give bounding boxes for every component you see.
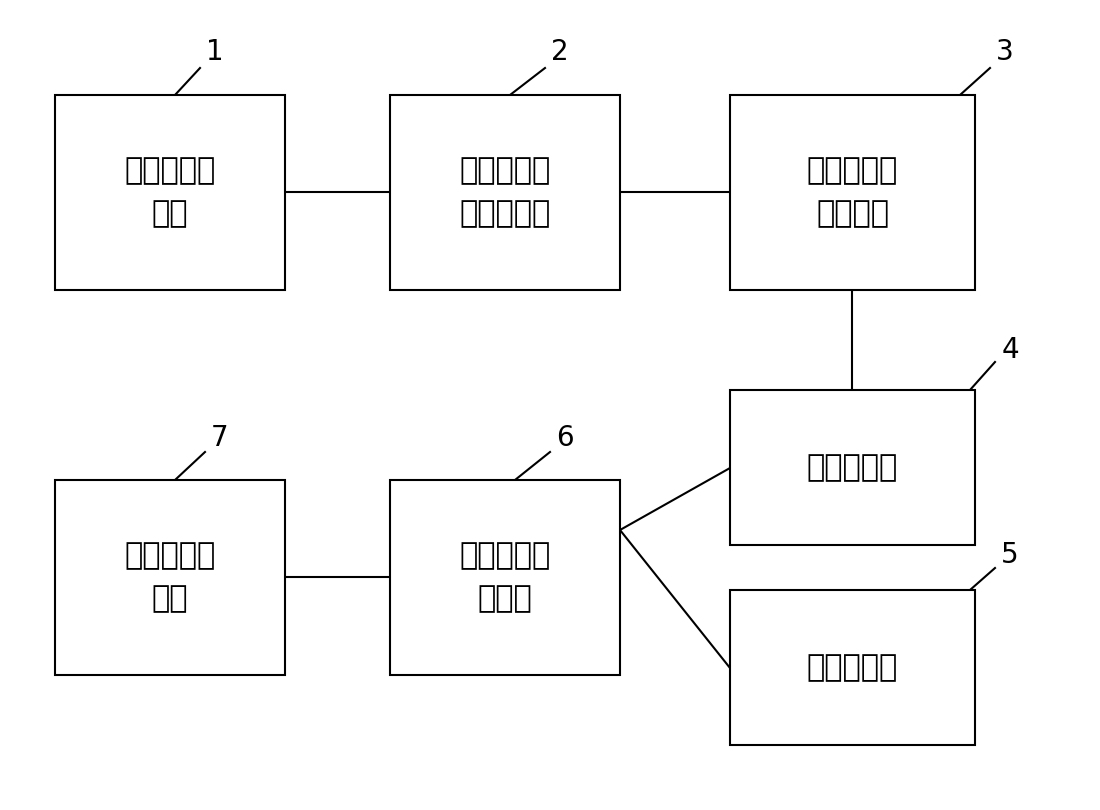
Text: 7: 7 (211, 424, 229, 452)
Bar (55, 95, 285, 290)
Text: 被校验光纤
电流互感器: 被校验光纤 电流互感器 (460, 156, 551, 228)
Bar (390, 480, 620, 675)
Bar (730, 390, 975, 545)
Text: 1: 1 (206, 38, 223, 66)
Text: 2: 2 (551, 38, 569, 66)
Text: 6: 6 (557, 424, 574, 452)
Text: 3: 3 (997, 38, 1014, 66)
Text: 模拟互感器: 模拟互感器 (807, 653, 898, 682)
Text: 采集信号触
发模块: 采集信号触 发模块 (460, 542, 551, 613)
Text: 5: 5 (1001, 541, 1019, 569)
Bar (730, 590, 975, 745)
Bar (55, 480, 285, 675)
Text: 可调电流源
模块: 可调电流源 模块 (124, 156, 216, 228)
Text: 采集卡设置
模块: 采集卡设置 模块 (124, 542, 216, 613)
Text: 采集信号前
处理模块: 采集信号前 处理模块 (807, 156, 898, 228)
Bar (730, 95, 975, 290)
Text: 4: 4 (1001, 336, 1019, 364)
Bar (390, 95, 620, 290)
Text: 数据采集卡: 数据采集卡 (807, 453, 898, 482)
